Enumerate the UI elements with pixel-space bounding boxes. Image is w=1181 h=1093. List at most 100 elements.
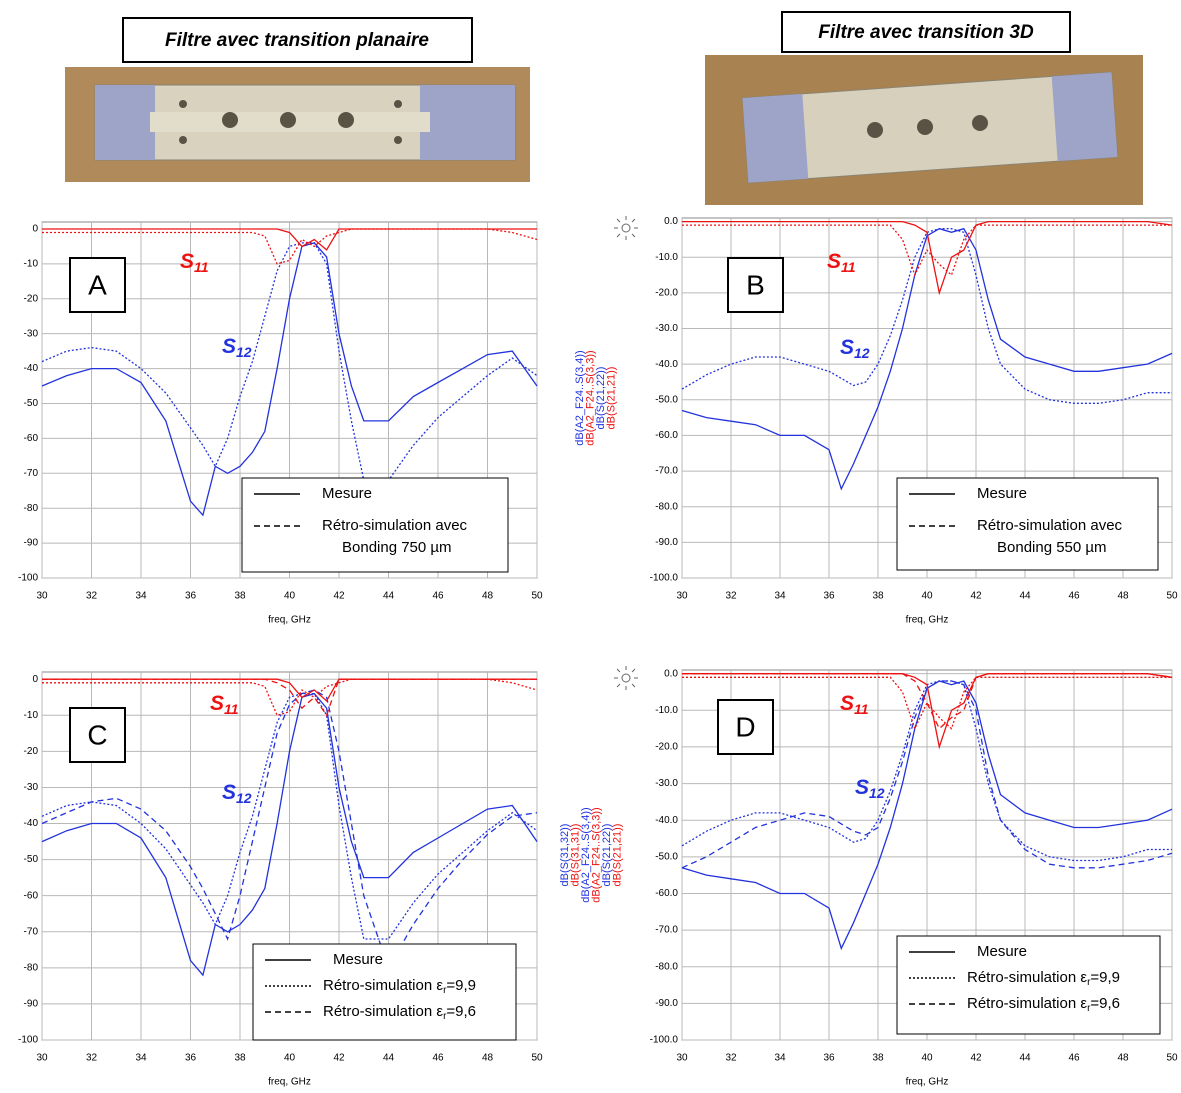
x-tick-label: 40 <box>284 591 296 602</box>
series-line <box>41 692 538 940</box>
series-line <box>681 680 1173 951</box>
x-tick-label: 46 <box>432 591 444 602</box>
annotation-main: S <box>855 776 869 799</box>
annotation-main: S <box>210 692 224 715</box>
x-tick-label: 30 <box>36 591 48 602</box>
y-tick-label: -30 <box>24 782 39 793</box>
x-tick-label: 50 <box>531 1053 543 1064</box>
series-line <box>42 678 537 717</box>
y-tick-label: -80 <box>24 503 39 514</box>
series-line <box>682 673 1173 730</box>
y-tick-label: -100.0 <box>650 573 679 584</box>
y-tick-label: -90.0 <box>655 998 678 1009</box>
x-tick-label: 42 <box>970 591 982 602</box>
series-line <box>681 227 1173 491</box>
y-tick-label: -10 <box>24 259 39 270</box>
annotation-main: S <box>222 781 236 804</box>
y-tick-label: -70.0 <box>655 466 678 477</box>
y-tick-label: -40 <box>24 363 39 374</box>
y-axis-label: dB(S(21,21)) <box>605 367 617 430</box>
x-tick-label: 46 <box>1068 1053 1080 1064</box>
y-tick-label: -40.0 <box>655 359 678 370</box>
y-tick-label: 0 <box>32 674 38 685</box>
series-line <box>42 228 538 265</box>
legend-after: =9,6 <box>1090 995 1120 1012</box>
y-tick-label: -100 <box>18 573 38 584</box>
annotation-sub: 12 <box>854 345 870 361</box>
series-line <box>41 242 538 517</box>
legend-label: Mesure <box>333 951 383 968</box>
annotation-sub: 12 <box>869 785 885 801</box>
x-tick-label: 32 <box>725 1053 737 1064</box>
legend-label: Rétro-simulation εr=9,6 <box>323 1003 476 1022</box>
y-tick-label: -40 <box>24 818 39 829</box>
y-tick-label: -50 <box>24 854 39 865</box>
x-tick-label: 34 <box>135 591 147 602</box>
series-line <box>682 676 1172 731</box>
y-tick-label: 0.0 <box>664 668 678 679</box>
annotation: S11 <box>827 250 856 275</box>
series-line <box>41 692 538 977</box>
x-tick-label: 36 <box>185 1053 197 1064</box>
legend-text: Rétro-simulation ε <box>323 977 443 994</box>
y-tick-label: -70 <box>24 468 39 479</box>
y-tick-label: -50.0 <box>655 851 678 862</box>
x-tick-label: 32 <box>725 591 737 602</box>
legend-text: Rétro-simulation ε <box>967 969 1087 986</box>
series-line <box>41 689 538 970</box>
x-tick-label: 46 <box>432 1053 444 1064</box>
annotation-sub: 12 <box>236 344 252 360</box>
y-tick-label: -90 <box>24 999 39 1010</box>
y-tick-label: -30.0 <box>655 778 678 789</box>
annotation-sub: 11 <box>854 701 869 717</box>
y-tick-label: -60.0 <box>655 430 678 441</box>
x-tick-label: 40 <box>921 591 933 602</box>
y-axis-label: dB(A2_F24..S(3,3)) <box>584 350 596 445</box>
annotation: S11 <box>210 692 239 717</box>
annotation: S12 <box>222 335 252 360</box>
x-tick-label: 32 <box>86 1053 98 1064</box>
x-tick-label: 38 <box>872 1053 884 1064</box>
y-tick-label: -30 <box>24 328 39 339</box>
y-axis-label: dB(S(21,22)) <box>601 824 613 887</box>
x-tick-label: 42 <box>970 1053 982 1064</box>
legend-sub: r <box>443 985 447 996</box>
y-tick-label: -30.0 <box>655 323 678 334</box>
panel-box <box>69 257 126 313</box>
legend-label: Rétro-simulation avec <box>322 517 468 534</box>
y-tick-label: -20.0 <box>655 287 678 298</box>
x-tick-label: 30 <box>676 591 688 602</box>
x-tick-label: 38 <box>234 591 246 602</box>
x-tick-label: 30 <box>36 1053 48 1064</box>
x-tick-label: 46 <box>1068 591 1080 602</box>
x-tick-label: 38 <box>872 591 884 602</box>
x-tick-label: 44 <box>1019 591 1031 602</box>
panel-label: A <box>88 269 107 300</box>
legend-label: Rétro-simulation εr=9,6 <box>967 995 1120 1014</box>
x-tick-label: 34 <box>774 591 786 602</box>
x-tick-label: 34 <box>135 1053 147 1064</box>
caption: Filtre avec transition 3D <box>818 22 1034 43</box>
x-tick-label: 48 <box>1117 1053 1129 1064</box>
x-axis-label: freq, GHz <box>906 615 949 626</box>
legend-label: Rétro-simulation εr=9,9 <box>967 969 1120 988</box>
caption-box <box>781 11 1071 53</box>
y-tick-label: -90 <box>24 538 39 549</box>
panel-label: D <box>735 711 755 742</box>
annotation: S12 <box>222 781 252 806</box>
x-tick-label: 48 <box>1117 591 1129 602</box>
annotation-sub: 12 <box>236 790 252 806</box>
y-tick-label: -40.0 <box>655 815 678 826</box>
series-line <box>42 678 538 717</box>
x-tick-label: 40 <box>921 1053 933 1064</box>
annotation-main: S <box>840 692 854 715</box>
y-tick-label: -20 <box>24 293 39 304</box>
series-line <box>682 224 1172 277</box>
annotation: S12 <box>840 336 870 361</box>
x-tick-label: 36 <box>823 1053 835 1064</box>
panel-box <box>727 257 784 313</box>
x-tick-label: 40 <box>284 1053 296 1064</box>
y-axis-label: dB(A2_F24..S(3,4)) <box>580 807 592 902</box>
annotation-sub: 11 <box>194 259 209 275</box>
